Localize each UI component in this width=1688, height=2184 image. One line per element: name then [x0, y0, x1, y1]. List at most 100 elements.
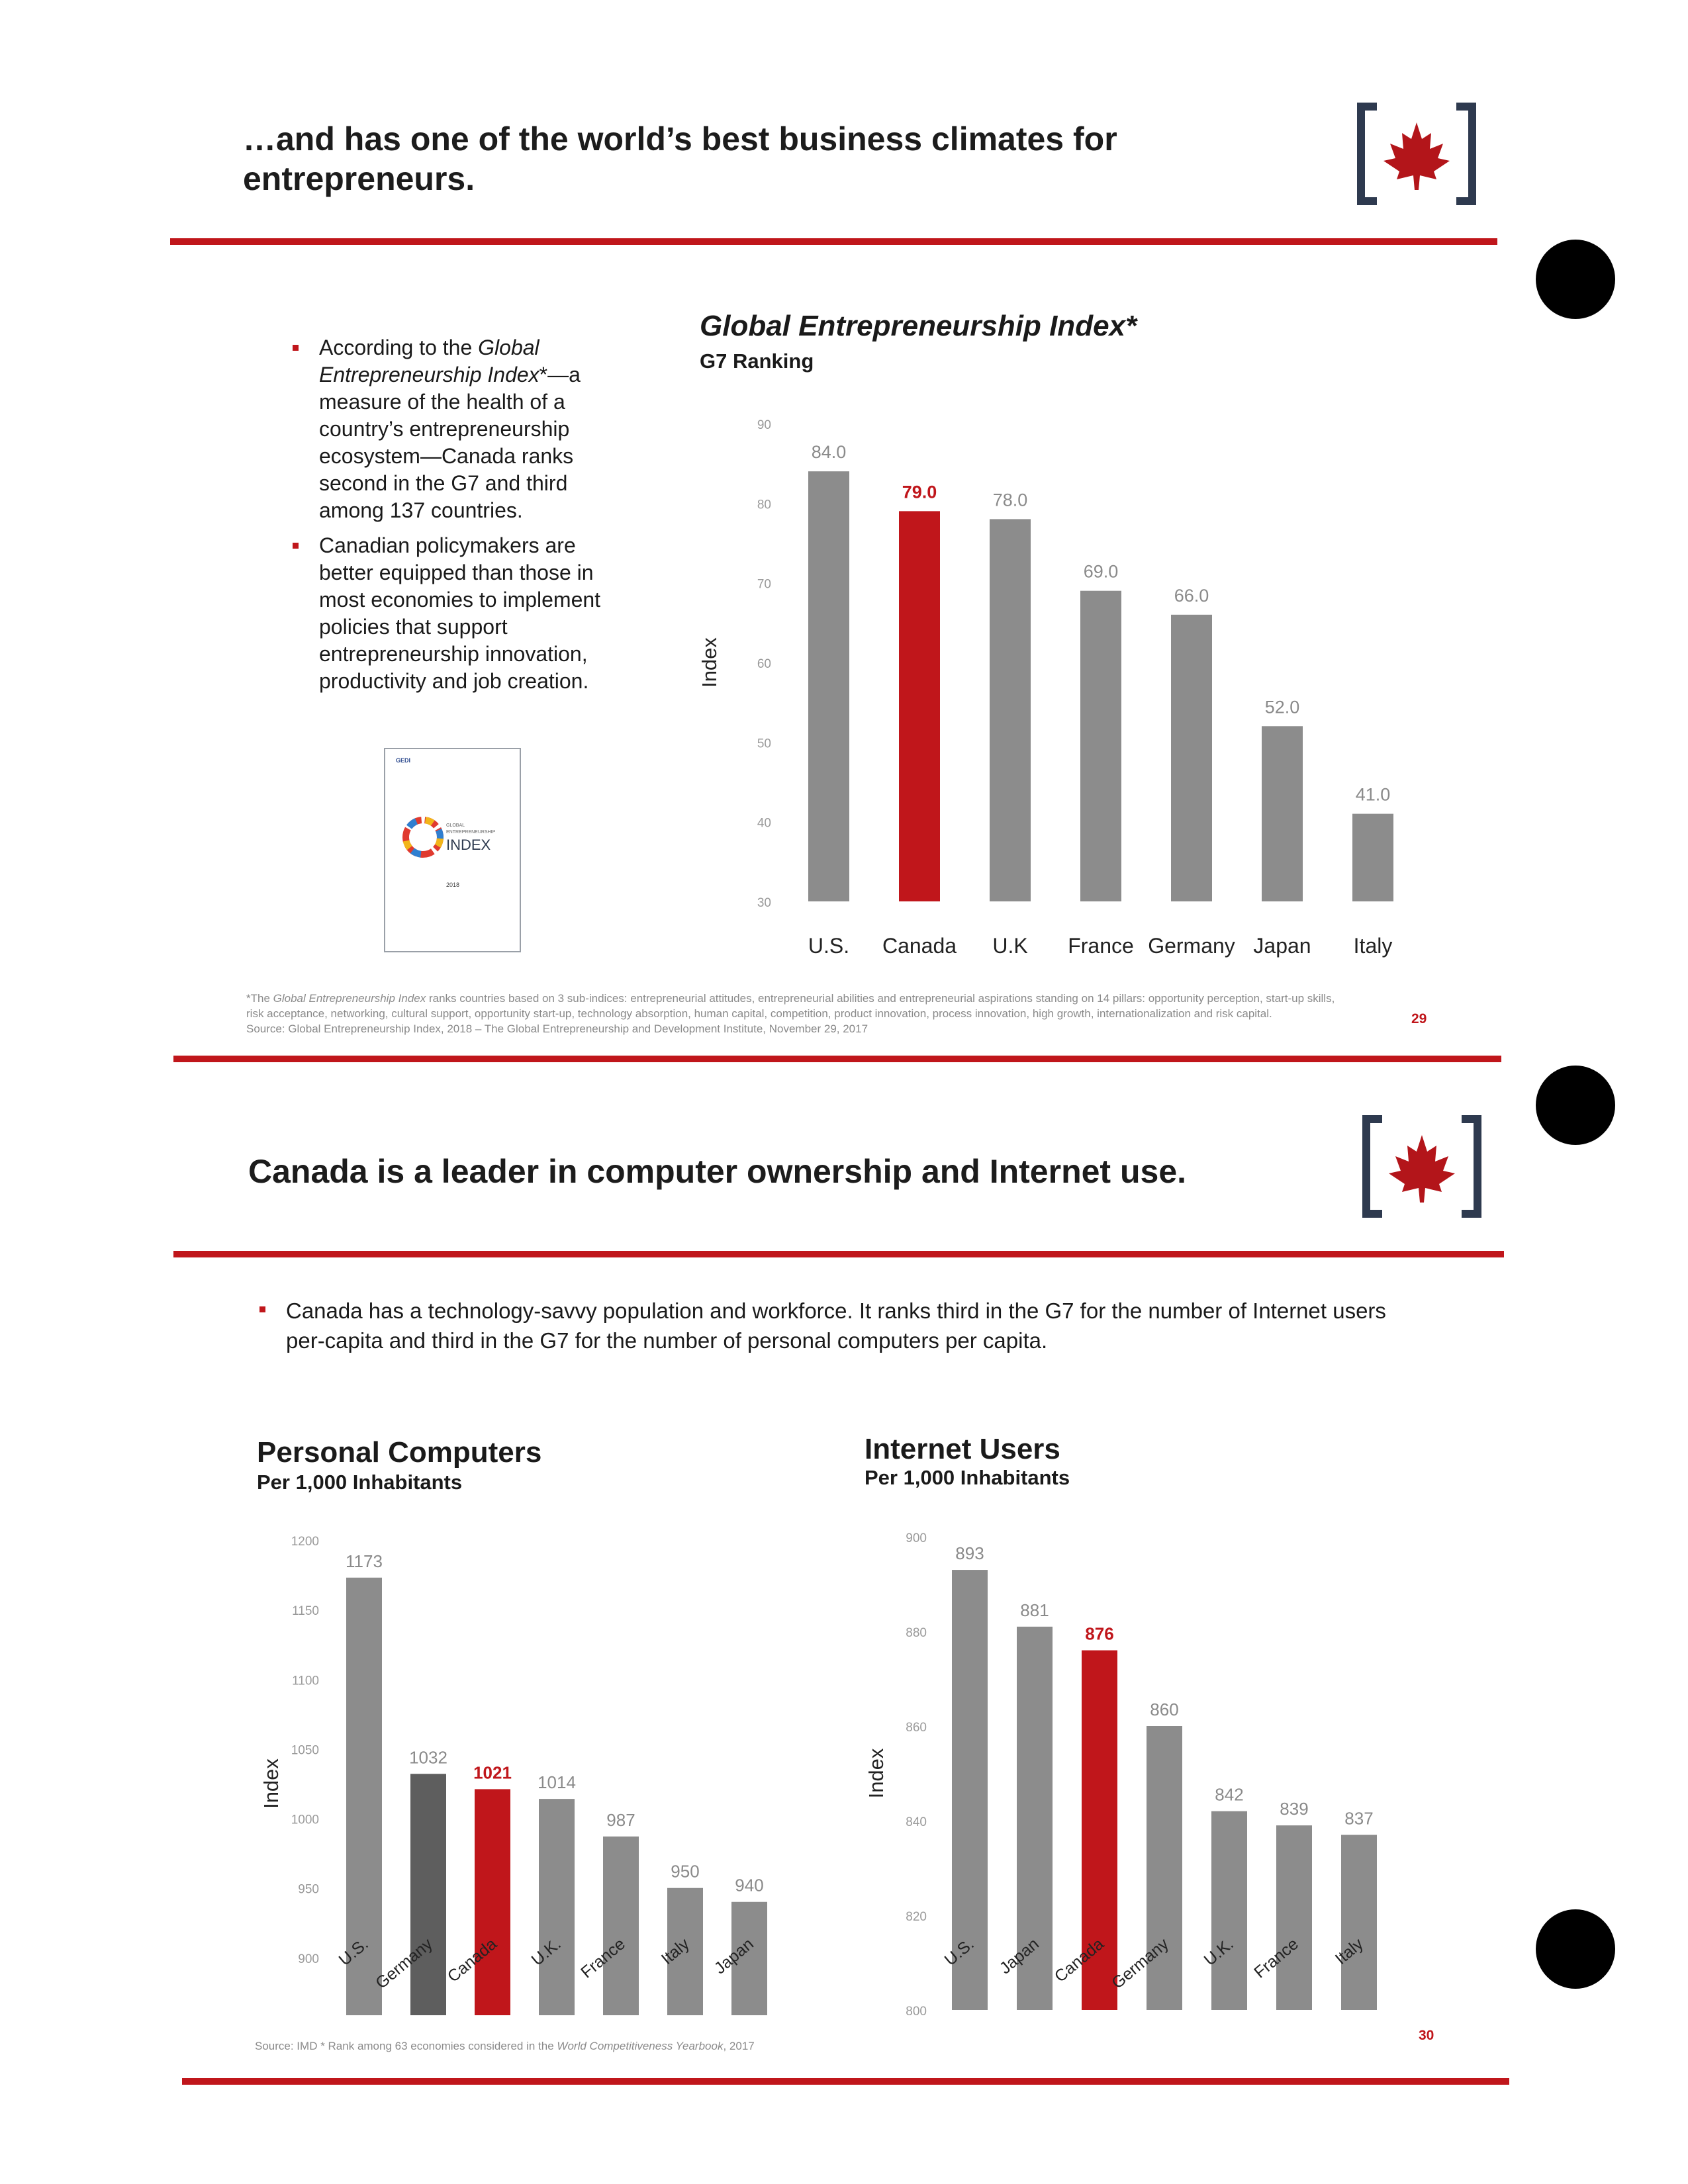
data-label: 940 [735, 1876, 763, 1895]
bullet-item: According to the Global Entrepreneurship… [291, 334, 609, 524]
y-axis-label: Index [698, 637, 721, 688]
page-number: 29 [1411, 1011, 1427, 1026]
pc-bar-chart: 85090095010001050110011501200Index1173U.… [259, 1535, 767, 2015]
bar-germany [1171, 614, 1212, 901]
y-tick-label: 1000 [291, 1813, 319, 1827]
bar-japan [1017, 1626, 1053, 2010]
footnote: *The Global Entrepreneurship Index ranks… [246, 991, 1345, 1036]
bar-canada [899, 511, 940, 901]
y-tick-label: 1150 [292, 1604, 319, 1618]
cover-line-2: ENTREPRENEURSHIP [446, 830, 496, 835]
gei-bar-chart: 30 40 50 60 70 80 90 Index 84.0 U.S. 79.0 Canada 78.… [698, 418, 1393, 958]
data-label: 79.0 [902, 482, 937, 502]
y-tick-label: 40 [757, 817, 771, 831]
header-rule [170, 238, 1497, 245]
bar-uk [990, 519, 1031, 901]
x-tick-label: U.K [992, 934, 1027, 958]
source-emphasis: World Competitiveness Yearbook [557, 2040, 724, 2052]
y-tick-label: 90 [757, 418, 771, 432]
cover-ring-graphic [402, 817, 444, 858]
x-tick-label: France [1068, 934, 1134, 958]
cover-brand: GEDI [396, 757, 411, 764]
bar-france [1276, 1825, 1312, 2010]
x-tick-label: Germany [1148, 934, 1235, 958]
bar-france [1080, 590, 1121, 901]
bar-japan [1262, 726, 1303, 901]
bullet-emphasis: Global Entrepreneurship Index [319, 336, 539, 387]
bar-canada [1082, 1650, 1117, 2010]
bar-us [346, 1577, 382, 2015]
bar-uk [539, 1799, 575, 2015]
y-tick-label: 900 [298, 1952, 319, 1966]
gei-chart-title: Global Entrepreneurship Index* [700, 310, 1137, 342]
y-tick-label: 860 [906, 1721, 927, 1735]
footer-rule [173, 1056, 1501, 1062]
y-tick-label: 840 [906, 1815, 927, 1829]
footnote-text: ranks countries based on 3 sub-indices: … [246, 992, 1335, 1020]
binder-hole [1536, 1066, 1615, 1145]
data-label: 837 [1344, 1808, 1373, 1828]
bar-italy [1352, 813, 1393, 901]
y-tick-label: 1050 [291, 1743, 319, 1757]
footnote-definition: *The Global Entrepreneurship Index ranks… [246, 991, 1345, 1021]
binder-hole [1536, 1909, 1615, 1989]
y-tick-label: 60 [757, 657, 771, 671]
bar-canada [475, 1789, 510, 2015]
bullet-item: Canadian policymakers are better equippe… [291, 532, 609, 695]
footer-rule [182, 2078, 1509, 2085]
data-label: 78.0 [993, 490, 1028, 510]
pc-chart-subtitle: Per 1,000 Inhabitants [257, 1471, 463, 1494]
data-label: 842 [1215, 1785, 1243, 1805]
data-label: 881 [1020, 1600, 1049, 1620]
page-title: …and has one of the world’s best busines… [243, 119, 1302, 199]
bullet-text: According to the [319, 336, 479, 359]
maple-leaf-logo [1362, 1115, 1481, 1218]
data-label: 1014 [538, 1772, 576, 1792]
source-text: Source: IMD * Rank among 63 economies co… [255, 2040, 557, 2052]
data-label: 52.0 [1265, 697, 1300, 717]
footnote-emphasis: Global Entrepreneurship Index [273, 992, 426, 1005]
title-line-2: entrepreneurs. [243, 160, 475, 197]
footnote-text: *The [246, 992, 273, 1005]
bullet-list: According to the Global Entrepreneurship… [291, 334, 609, 703]
bar-germany [410, 1774, 446, 2015]
data-label: 860 [1150, 1700, 1178, 1719]
y-tick-label: 820 [906, 1910, 927, 1924]
bar-us [808, 471, 849, 901]
data-label: 66.0 [1174, 586, 1209, 606]
x-tick-label: Canada [882, 934, 957, 958]
maple-leaf-logo [1357, 103, 1476, 205]
data-label: 1021 [473, 1762, 512, 1782]
footnote-source: Source: Global Entrepreneurship Index, 2… [246, 1023, 868, 1035]
bullet-list: Canada has a technology-savvy population… [258, 1296, 1397, 1363]
y-axis-label: Index [865, 1748, 888, 1798]
source-text: , 2017 [723, 2040, 755, 2052]
y-tick-label: 950 [298, 1883, 319, 1897]
source-note: Source: IMD * Rank among 63 economies co… [255, 2038, 755, 2054]
bullet-item: Canada has a technology-savvy population… [258, 1296, 1397, 1355]
bar-us [952, 1570, 988, 2010]
cover-title: INDEX [446, 837, 491, 853]
bar-uk [1211, 1811, 1247, 2010]
title-line-1: …and has one of the world’s best busines… [243, 120, 1117, 158]
page-title: Canada is a leader in computer ownership… [248, 1153, 1187, 1190]
data-label: 69.0 [1084, 562, 1119, 582]
data-label: 1032 [409, 1747, 447, 1767]
data-label: 1173 [346, 1551, 383, 1571]
data-label: 839 [1280, 1799, 1308, 1819]
binder-hole [1536, 240, 1615, 319]
bar-france [603, 1836, 639, 2015]
y-tick-label: 1100 [292, 1674, 319, 1688]
y-tick-label: 900 [906, 1531, 927, 1545]
y-tick-label: 1200 [291, 1535, 319, 1549]
x-tick-label: U.S. [808, 934, 849, 958]
y-tick-label: 880 [906, 1626, 927, 1640]
y-tick-label: 80 [757, 498, 771, 512]
bar-italy [1341, 1835, 1377, 2010]
internet-bar-chart: 800820840860880900Index893U.S.881Japan87… [865, 1531, 1377, 2015]
pc-chart-title: Personal Computers [257, 1436, 542, 1469]
cover-line-1: GLOBAL [446, 823, 465, 828]
data-label: 876 [1085, 1624, 1113, 1644]
x-tick-label: Italy [1354, 934, 1393, 958]
internet-chart-title: Internet Users [865, 1433, 1060, 1465]
